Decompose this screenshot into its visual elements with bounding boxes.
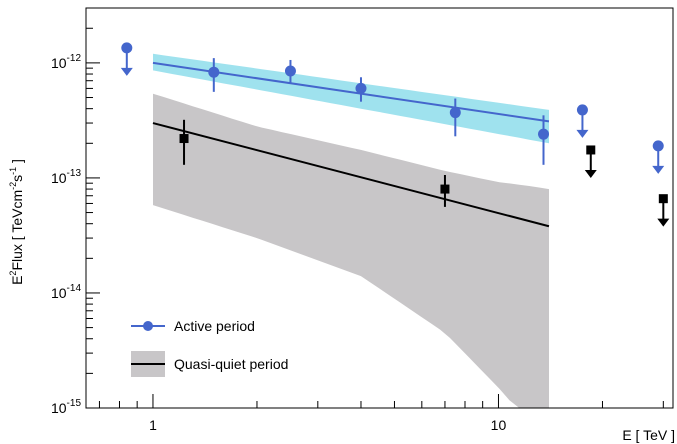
active-band [153,53,549,144]
y-label-flux: Flux [ TeVcm [9,190,25,271]
y-label-exp-3: -1 [8,167,18,175]
y-label-exp-2: -2 [8,182,18,190]
quiet-data-point [179,134,189,144]
upper-limit-marker [658,194,668,204]
upper-limit-arrow [652,165,665,174]
upper-limit-arrow [657,218,670,227]
y-tick-label: 10-13 [51,168,81,186]
quiet-band [153,93,549,408]
upper-limit-marker [652,140,664,152]
y-tick-label: 10-15 [51,398,81,416]
active-upper-limit [120,42,133,76]
quiet-data-point [440,184,450,194]
legend: Active period Quasi-quiet period [131,318,288,377]
y-tick-label: 10-14 [51,283,81,301]
quiet-upper-limit [657,194,670,227]
legend-active-marker [143,321,153,331]
y-tick-base: 10 [51,400,67,416]
active-data-point [537,128,549,140]
plot-frame [85,7,674,409]
legend-entry-quiet: Quasi-quiet period [131,351,288,377]
y-tick-exponent: -15 [67,398,82,409]
y-label-close: ] [9,159,25,167]
active-data-point [449,107,461,119]
upper-limit-arrow [120,67,133,76]
legend-entry-active: Active period [131,318,255,334]
y-label-e: E [9,276,25,285]
active-data-point [284,65,296,77]
active-data-point [208,66,220,78]
active-upper-limit [652,140,665,174]
y-label-exp-1: 2 [8,271,18,276]
data-points [120,42,670,227]
x-tick-label: 10 [491,417,507,433]
x-tick-label: 1 [149,417,157,433]
quiet-fit-line [152,122,550,228]
quiet-upper-limit [584,145,597,178]
active-upper-limit [576,104,589,138]
upper-limit-marker [586,145,596,155]
y-tick-label: 10-12 [51,53,81,71]
upper-limit-marker [576,104,588,116]
confidence-bands [153,53,549,408]
active-data-point [355,82,367,94]
y-tick-base: 10 [51,170,67,186]
upper-limit-arrow [584,169,597,178]
y-label-s: s [9,175,25,182]
x-axis-label: E [ TeV ] [622,427,675,443]
y-tick-base: 10 [51,55,67,71]
upper-limit-arrow [576,129,589,138]
legend-label-active: Active period [174,318,255,334]
y-axis-label: E2Flux [ TeVcm-2s-1 ] [8,159,25,285]
upper-limit-marker [121,42,133,54]
y-tick-exponent: -13 [67,168,82,179]
y-tick-exponent: -14 [67,283,82,294]
y-tick-base: 10 [51,285,67,301]
y-tick-exponent: -12 [67,53,82,64]
legend-label-quiet: Quasi-quiet period [174,356,288,372]
